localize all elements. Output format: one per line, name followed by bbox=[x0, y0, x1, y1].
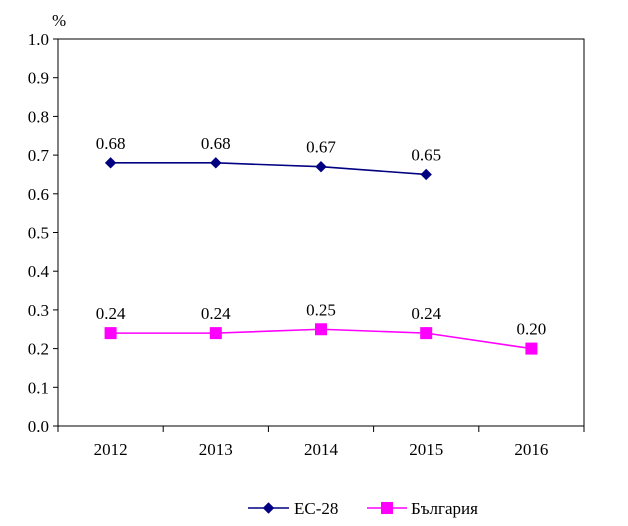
data-label: 0.65 bbox=[411, 145, 441, 164]
data-point bbox=[420, 168, 432, 181]
data-point bbox=[315, 323, 327, 336]
x-tick-label: 2012 bbox=[94, 440, 128, 459]
data-point bbox=[209, 327, 222, 340]
y-tick-label: 0.6 bbox=[28, 185, 49, 204]
data-point bbox=[104, 157, 117, 169]
y-tick-label: 0.5 bbox=[28, 224, 49, 243]
data-labels: 0.68 0.68 0.67 0.65 0.24 0.24 0.25 0.24 0.20 bbox=[96, 134, 547, 339]
series-layer bbox=[104, 157, 538, 355]
x-tick-label: 2016 bbox=[514, 440, 548, 459]
y-tick-label: 0.3 bbox=[28, 301, 49, 320]
data-label: 0.68 bbox=[201, 134, 231, 153]
x-tick-label: 2015 bbox=[409, 440, 443, 459]
data-label: 0.68 bbox=[96, 134, 126, 153]
legend-label: ЕС-28 bbox=[294, 499, 338, 518]
y-tick-label: 0.8 bbox=[28, 107, 49, 126]
data-point bbox=[525, 342, 538, 355]
data-label: 0.24 bbox=[96, 304, 126, 323]
y-tick-label: 1.0 bbox=[28, 30, 49, 49]
data-label: 0.24 bbox=[411, 304, 441, 323]
x-tick-label: 2013 bbox=[199, 440, 233, 459]
y-tick-label: 0.7 bbox=[28, 146, 50, 165]
data-point bbox=[104, 327, 117, 340]
legend-label: България bbox=[411, 499, 478, 518]
y-tick-label: 0.4 bbox=[28, 262, 50, 281]
data-label: 0.67 bbox=[306, 138, 336, 157]
series-line-1 bbox=[110, 162, 427, 176]
y-tick-label: 0.1 bbox=[28, 378, 49, 397]
legend-swatch-marker bbox=[381, 502, 393, 514]
y-tick-label: 0.2 bbox=[28, 340, 49, 359]
x-axis: 2012 2013 2014 2015 2016 bbox=[57, 426, 585, 459]
data-point bbox=[420, 327, 433, 340]
data-label: 0.25 bbox=[306, 300, 336, 319]
y-tick-label: 0.0 bbox=[28, 417, 49, 436]
data-point bbox=[315, 161, 327, 173]
y-axis: 0.0 0.1 0.2 0.3 0.4 0.5 0.6 0.7 0.8 0.9 1.0 bbox=[28, 30, 58, 436]
data-point bbox=[210, 157, 222, 169]
data-label: 0.20 bbox=[517, 320, 547, 339]
data-label: 0.24 bbox=[201, 304, 231, 323]
x-tick-label: 2014 bbox=[304, 440, 339, 459]
y-unit-label: % bbox=[52, 11, 66, 30]
plot-area bbox=[57, 38, 585, 427]
legend-swatch-marker bbox=[262, 502, 275, 514]
y-tick-label: 0.9 bbox=[28, 69, 49, 88]
legend: ЕС-28 България bbox=[248, 499, 478, 518]
